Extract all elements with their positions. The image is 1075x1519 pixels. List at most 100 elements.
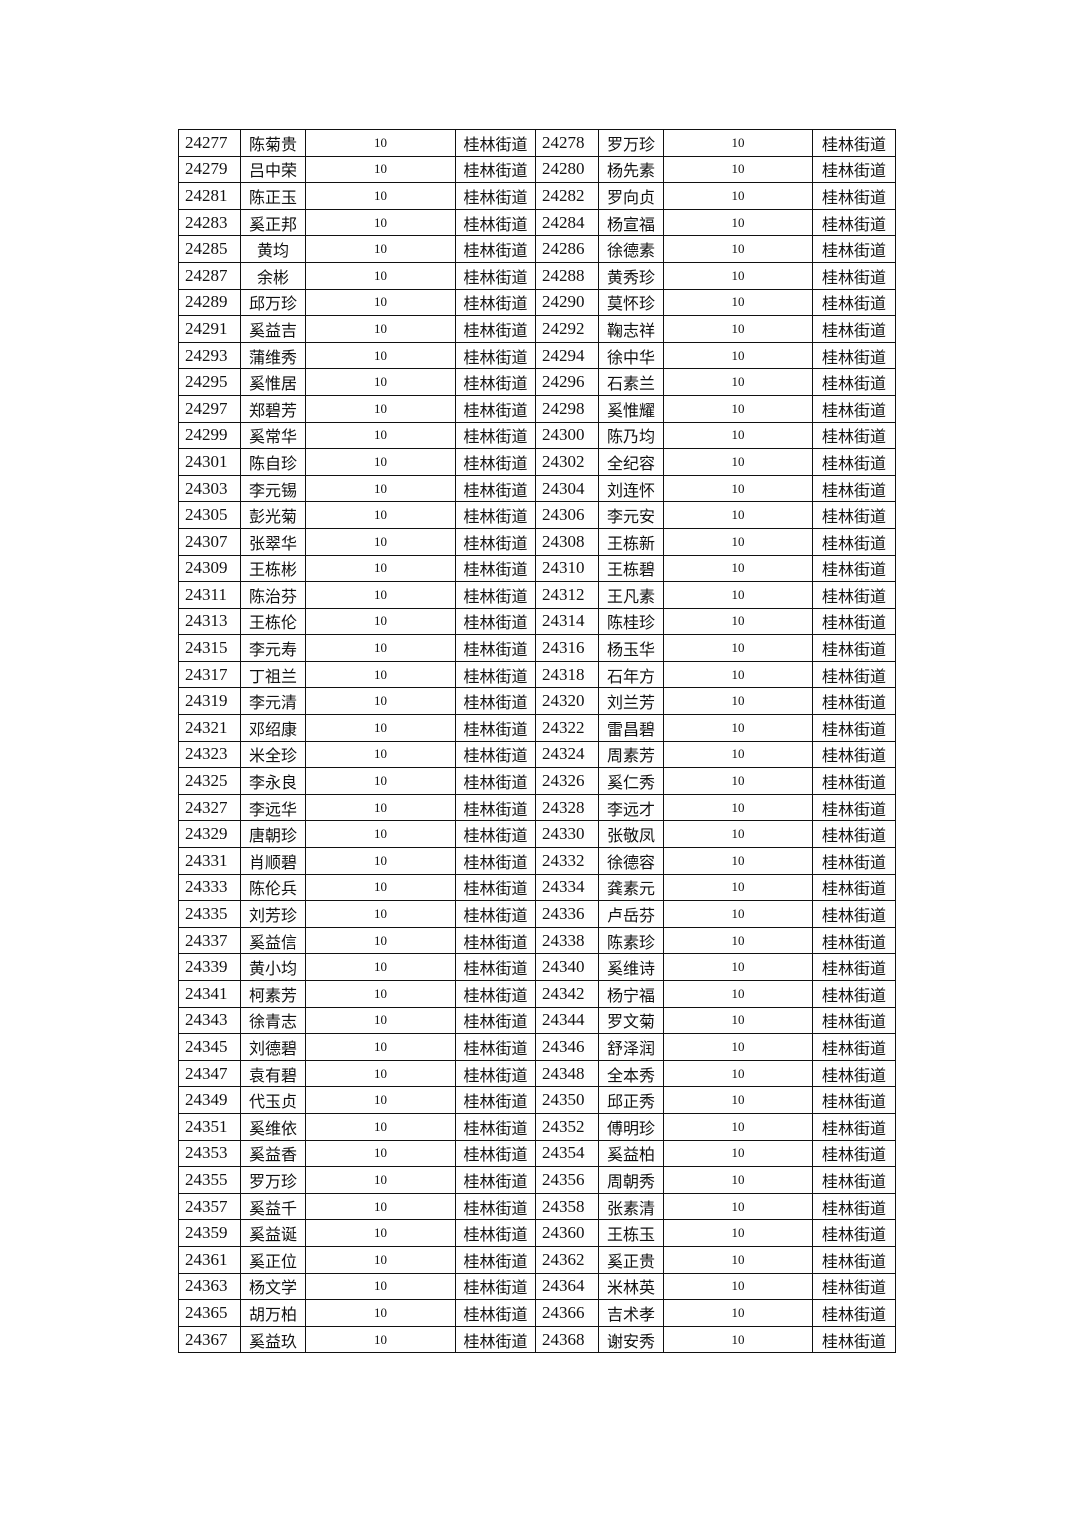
street-cell: 桂林街道 (455, 740, 536, 769)
amount-cell: 10 (305, 394, 456, 423)
amount-cell: 10 (305, 421, 456, 450)
amount-cell: 10 (663, 341, 813, 370)
amount-cell: 10 (663, 527, 813, 556)
person-name-cell: 石素兰 (598, 368, 664, 396)
person-name-cell: 奚常华 (240, 421, 306, 450)
street-cell: 桂林街道 (812, 155, 896, 184)
record-id-cell: 24357 (178, 1192, 241, 1221)
table-row: 24339 黄小均 10 桂林街道 24340 奚维诗 10 桂林街道 (178, 953, 896, 981)
street-cell: 桂林街道 (812, 926, 896, 955)
amount-cell: 10 (663, 820, 813, 849)
amount-cell: 10 (305, 527, 456, 556)
person-name-cell: 王栋新 (598, 527, 664, 556)
record-id-cell: 24346 (535, 1033, 599, 1061)
street-cell: 桂林街道 (455, 607, 536, 636)
amount-cell: 10 (305, 634, 456, 662)
street-cell: 桂林街道 (455, 1245, 536, 1274)
record-id-cell: 24295 (178, 368, 241, 396)
street-cell: 桂林街道 (812, 980, 896, 1008)
person-name-cell: 刘兰芳 (598, 687, 664, 716)
amount-cell: 10 (305, 793, 456, 822)
street-cell: 桂林街道 (812, 1139, 896, 1168)
street-cell: 桂林街道 (455, 1299, 536, 1327)
record-id-cell: 24354 (535, 1139, 599, 1168)
amount-cell: 10 (663, 581, 813, 609)
record-id-cell: 24355 (178, 1166, 241, 1194)
street-cell: 桂林街道 (455, 873, 536, 902)
person-name-cell: 徐中华 (598, 341, 664, 370)
record-id-cell: 24323 (178, 740, 241, 769)
street-cell: 桂林街道 (812, 554, 896, 583)
table-row: 24351 奚维依 10 桂林街道 24352 傅明珍 10 桂林街道 (178, 1112, 896, 1141)
street-cell: 桂林街道 (455, 1192, 536, 1221)
street-cell: 桂林街道 (455, 288, 536, 317)
street-cell: 桂林街道 (812, 421, 896, 450)
person-name-cell: 杨玉华 (598, 634, 664, 662)
street-cell: 桂林街道 (455, 501, 536, 529)
person-name-cell: 刘德碧 (240, 1033, 306, 1061)
person-name-cell: 陈乃均 (598, 421, 664, 450)
record-id-cell: 24288 (535, 261, 599, 290)
person-name-cell: 奚惟居 (240, 368, 306, 396)
record-id-cell: 24321 (178, 714, 241, 742)
street-cell: 桂林街道 (812, 1059, 896, 1088)
amount-cell: 10 (305, 926, 456, 955)
person-name-cell: 胡万柏 (240, 1299, 306, 1327)
table-row: 24301 陈自珍 10 桂林街道 24302 全纪容 10 桂林街道 (178, 448, 896, 476)
amount-cell: 10 (663, 1006, 813, 1035)
table-row: 24287 余彬 10 桂林街道 24288 黄秀珍 10 桂林街道 (178, 261, 896, 290)
amount-cell: 10 (663, 634, 813, 662)
street-cell: 桂林街道 (812, 581, 896, 609)
table-row: 24283 奚正邦 10 桂林街道 24284 杨宣福 10 桂林街道 (178, 208, 896, 237)
record-id-cell: 24309 (178, 554, 241, 583)
street-cell: 桂林街道 (812, 953, 896, 981)
person-name-cell: 全纪容 (598, 448, 664, 476)
street-cell: 桂林街道 (812, 288, 896, 317)
amount-cell: 10 (663, 714, 813, 742)
amount-cell: 10 (305, 1006, 456, 1035)
street-cell: 桂林街道 (455, 634, 536, 662)
record-id-cell: 24300 (535, 421, 599, 450)
street-cell: 桂林街道 (812, 1192, 896, 1221)
person-name-cell: 奚维依 (240, 1112, 306, 1141)
table-row: 24355 罗万珍 10 桂林街道 24356 周朝秀 10 桂林街道 (178, 1166, 896, 1194)
record-id-cell: 24359 (178, 1219, 241, 1247)
record-id-cell: 24345 (178, 1033, 241, 1061)
street-cell: 桂林街道 (812, 847, 896, 875)
record-id-cell: 24368 (535, 1325, 599, 1354)
amount-cell: 10 (305, 767, 456, 795)
record-id-cell: 24328 (535, 793, 599, 822)
amount-cell: 10 (305, 607, 456, 636)
record-id-cell: 24286 (535, 235, 599, 263)
record-id-cell: 24284 (535, 208, 599, 237)
table-row: 24345 刘德碧 10 桂林街道 24346 舒泽润 10 桂林街道 (178, 1033, 896, 1061)
amount-cell: 10 (305, 341, 456, 370)
record-id-cell: 24315 (178, 634, 241, 662)
street-cell: 桂林街道 (455, 182, 536, 210)
street-cell: 桂林街道 (455, 714, 536, 742)
street-cell: 桂林街道 (455, 660, 536, 689)
record-id-cell: 24306 (535, 501, 599, 529)
table-row: 24317 丁祖兰 10 桂林街道 24318 石年方 10 桂林街道 (178, 660, 896, 689)
record-id-cell: 24329 (178, 820, 241, 849)
record-id-cell: 24362 (535, 1245, 599, 1274)
record-id-cell: 24330 (535, 820, 599, 849)
person-name-cell: 王栋碧 (598, 554, 664, 583)
amount-cell: 10 (663, 1299, 813, 1327)
amount-cell: 10 (663, 1059, 813, 1088)
person-name-cell: 张敬凤 (598, 820, 664, 849)
person-name-cell: 陈桂珍 (598, 607, 664, 636)
record-id-cell: 24308 (535, 527, 599, 556)
amount-cell: 10 (305, 474, 456, 503)
person-name-cell: 罗文菊 (598, 1006, 664, 1035)
amount-cell: 10 (663, 900, 813, 928)
table-row: 24329 唐朝珍 10 桂林街道 24330 张敬凤 10 桂林街道 (178, 820, 896, 849)
street-cell: 桂林街道 (812, 1033, 896, 1061)
record-id-cell: 24347 (178, 1059, 241, 1088)
street-cell: 桂林街道 (455, 767, 536, 795)
person-name-cell: 雷昌碧 (598, 714, 664, 742)
person-name-cell: 陈素珍 (598, 926, 664, 955)
record-id-cell: 24338 (535, 926, 599, 955)
street-cell: 桂林街道 (812, 634, 896, 662)
street-cell: 桂林街道 (812, 315, 896, 343)
